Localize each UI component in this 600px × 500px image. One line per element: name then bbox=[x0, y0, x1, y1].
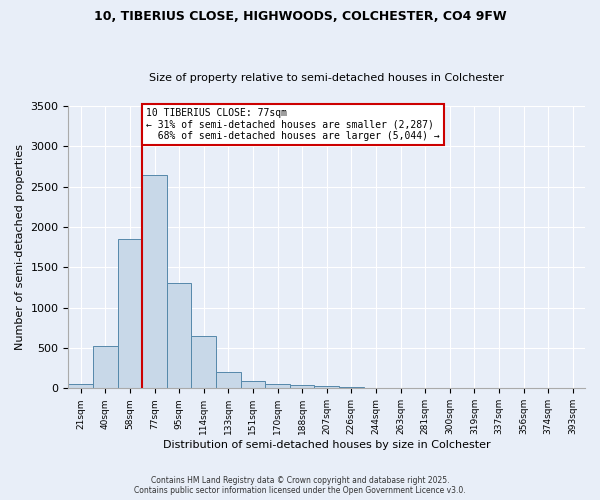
Bar bbox=[93, 346, 118, 389]
Text: 10, TIBERIUS CLOSE, HIGHWOODS, COLCHESTER, CO4 9FW: 10, TIBERIUS CLOSE, HIGHWOODS, COLCHESTE… bbox=[94, 10, 506, 23]
Bar bbox=[216, 372, 241, 388]
Bar bbox=[142, 174, 167, 388]
Bar bbox=[290, 385, 314, 388]
Bar bbox=[314, 386, 339, 388]
Bar bbox=[118, 239, 142, 388]
Bar bbox=[68, 384, 93, 388]
Bar bbox=[241, 380, 265, 388]
Bar bbox=[339, 386, 364, 388]
Text: Contains HM Land Registry data © Crown copyright and database right 2025.
Contai: Contains HM Land Registry data © Crown c… bbox=[134, 476, 466, 495]
Bar bbox=[167, 282, 191, 389]
Y-axis label: Number of semi-detached properties: Number of semi-detached properties bbox=[15, 144, 25, 350]
Text: 10 TIBERIUS CLOSE: 77sqm
← 31% of semi-detached houses are smaller (2,287)
  68%: 10 TIBERIUS CLOSE: 77sqm ← 31% of semi-d… bbox=[146, 108, 440, 141]
X-axis label: Distribution of semi-detached houses by size in Colchester: Distribution of semi-detached houses by … bbox=[163, 440, 491, 450]
Bar bbox=[191, 336, 216, 388]
Title: Size of property relative to semi-detached houses in Colchester: Size of property relative to semi-detach… bbox=[149, 73, 504, 83]
Bar bbox=[265, 384, 290, 388]
